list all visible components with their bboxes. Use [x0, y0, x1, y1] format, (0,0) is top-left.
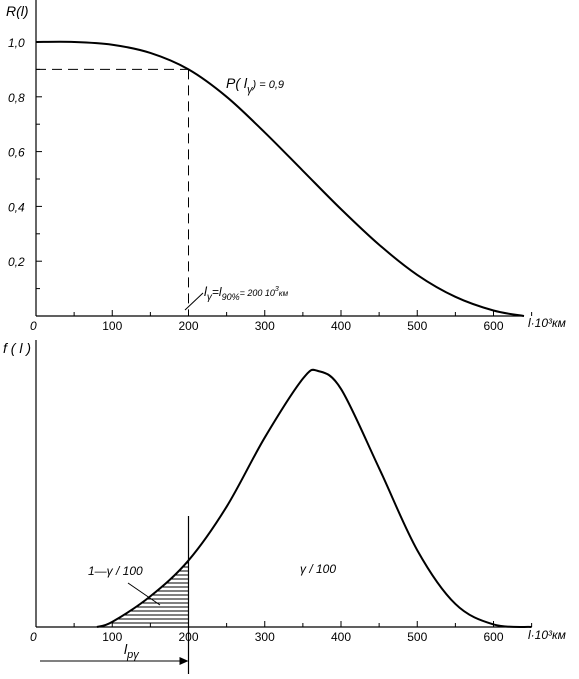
- y-tick-label: 0,4: [8, 200, 25, 214]
- bottom-x-axis-label: l·10³км: [528, 628, 566, 642]
- curve-probability-label: P( lγ) = 0,9: [226, 75, 284, 96]
- y-tick-label: 1,0: [8, 36, 25, 50]
- x-tick-label: 400: [331, 630, 351, 644]
- marker-l: l: [204, 284, 208, 299]
- x-tick-label: 200: [178, 319, 198, 333]
- x-tick-label: 300: [255, 630, 275, 644]
- x-tick-label: 600: [483, 319, 503, 333]
- top-x-ticks: 0 100 200 300 400 500 600: [30, 310, 533, 333]
- bottom-x-ticks: 0 100 200 300 400 500 600: [30, 621, 533, 644]
- x-tick-label: 0: [30, 630, 37, 644]
- x-tick-label: 600: [483, 630, 503, 644]
- density-chart: f ( l ) l·10³км 0 100 200 300 400 500 600 1—γ …: [3, 340, 566, 674]
- top-y-axis-label: R(l): [6, 3, 29, 19]
- x-tick-label: 500: [407, 319, 427, 333]
- marker-annotation: lγ=l90%= 200 103км: [204, 284, 289, 303]
- x-tick-label: 400: [331, 319, 351, 333]
- top-x-axis-label: l·10³км: [528, 316, 566, 330]
- left-area-leader: [127, 582, 161, 606]
- bottom-y-axis-label: f ( l ): [3, 340, 31, 356]
- x-tick-label: 300: [255, 319, 275, 333]
- top-y-ticks: 0,2 0,4 0,6 0,8 1,0: [8, 36, 42, 290]
- curve-label-prefix: P( l: [226, 75, 248, 91]
- marker-gamma-sub: γ: [207, 292, 213, 303]
- curve-label-subscript: γ: [247, 84, 254, 96]
- arrow-label: lpγ: [124, 641, 140, 661]
- y-tick-label: 0,2: [8, 255, 25, 269]
- left-area-label: 1—γ / 100: [88, 564, 143, 578]
- marker-value-unit: км: [279, 289, 289, 298]
- x-tick-label: 100: [102, 319, 122, 333]
- curve-label-suffix: ) = 0,9: [251, 79, 285, 91]
- x-tick-label: 0: [30, 319, 37, 333]
- marker-value-sup: 3: [275, 286, 279, 293]
- reliability-chart: R(l) l·10³км 0,2 0,4 0,6 0,8 1,0 0 100 200 300 4…: [6, 0, 566, 333]
- shaded-region-hatch: [97, 550, 189, 624]
- marker-90-sub: 90%: [222, 292, 240, 302]
- marker-value: = 200 10: [240, 288, 275, 298]
- y-tick-label: 0,8: [8, 91, 25, 105]
- marker-leader-line: [184, 292, 204, 311]
- right-area-label: γ / 100: [300, 562, 336, 576]
- arrow-label-sub: pγ: [126, 649, 140, 661]
- x-tick-label: 100: [102, 630, 122, 644]
- density-curve: [96, 368, 532, 629]
- arrow-label-l: l: [124, 641, 128, 657]
- y-tick-label: 0,6: [8, 146, 25, 160]
- lpgamma-arrow-head: [179, 657, 189, 665]
- reliability-curve: [35, 40, 525, 317]
- marker-eq-l: =l: [212, 285, 222, 299]
- x-tick-label: 500: [407, 630, 427, 644]
